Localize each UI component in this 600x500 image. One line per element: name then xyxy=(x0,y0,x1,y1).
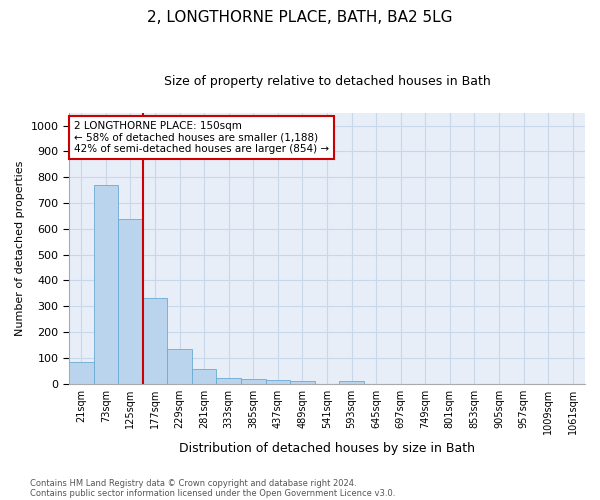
Bar xyxy=(217,378,241,384)
Bar xyxy=(290,382,314,384)
Text: Contains public sector information licensed under the Open Government Licence v3: Contains public sector information licen… xyxy=(30,488,395,498)
Y-axis label: Number of detached properties: Number of detached properties xyxy=(15,160,25,336)
Bar xyxy=(94,185,118,384)
Bar xyxy=(69,362,94,384)
X-axis label: Distribution of detached houses by size in Bath: Distribution of detached houses by size … xyxy=(179,442,475,455)
Text: Contains HM Land Registry data © Crown copyright and database right 2024.: Contains HM Land Registry data © Crown c… xyxy=(30,478,356,488)
Bar xyxy=(167,350,192,384)
Bar xyxy=(241,379,266,384)
Bar xyxy=(192,368,217,384)
Text: 2, LONGTHORNE PLACE, BATH, BA2 5LG: 2, LONGTHORNE PLACE, BATH, BA2 5LG xyxy=(147,10,453,25)
Title: Size of property relative to detached houses in Bath: Size of property relative to detached ho… xyxy=(164,75,490,88)
Bar xyxy=(118,218,143,384)
Bar xyxy=(266,380,290,384)
Bar xyxy=(339,381,364,384)
Text: 2 LONGTHORNE PLACE: 150sqm
← 58% of detached houses are smaller (1,188)
42% of s: 2 LONGTHORNE PLACE: 150sqm ← 58% of deta… xyxy=(74,121,329,154)
Bar xyxy=(143,298,167,384)
